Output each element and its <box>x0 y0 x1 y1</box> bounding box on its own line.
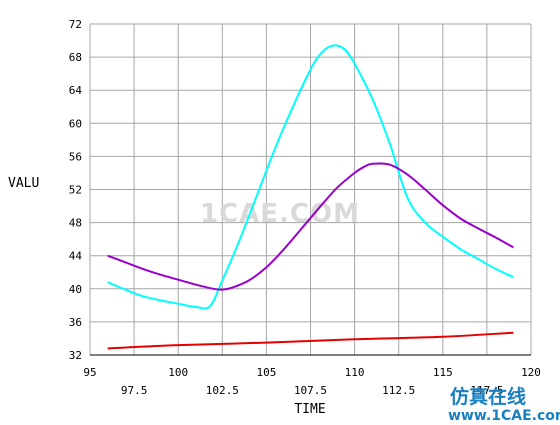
y-tick-labels: 32 36 40 44 48 52 56 60 64 68 72 <box>69 18 83 362</box>
y-tick-label-1: 36 <box>69 316 82 329</box>
x-axis-title: TIME <box>294 402 325 417</box>
x-tick-label-lower-2: 107.5 <box>294 384 327 397</box>
brand-chinese-text: 仿真在线 <box>450 385 526 408</box>
x-tick-label-upper-3: 110 <box>345 366 365 379</box>
x-tick-label-lower-4: 117.5 <box>470 384 503 397</box>
y-tick-label-6: 56 <box>69 150 82 163</box>
series-group <box>107 44 514 350</box>
y-tick-label-0: 32 <box>69 349 82 362</box>
x-tick-label-upper-0: 95 <box>83 366 96 379</box>
y-tick-label-7: 60 <box>69 117 82 130</box>
y-tick-label-10: 72 <box>69 18 82 31</box>
brand-url-text: www.1CAE.com <box>448 408 560 424</box>
series-line-1 <box>107 162 514 291</box>
x-tick-label-upper-2: 105 <box>256 366 276 379</box>
y-axis-title: VALU <box>8 176 39 191</box>
x-tick-label-upper-1: 100 <box>168 366 188 379</box>
series-line-2 <box>107 331 514 350</box>
x-tick-labels: 95 100 105 110 115 120 97.5 102.5 107.5 112.5 117.… <box>83 366 541 397</box>
y-tick-label-9: 68 <box>69 51 82 64</box>
x-tick-label-lower-1: 102.5 <box>206 384 239 397</box>
y-tick-label-2: 40 <box>69 283 82 296</box>
x-tick-label-upper-4: 115 <box>433 366 453 379</box>
grid-lines <box>89 23 532 356</box>
watermark-text: 1CAE.COM <box>200 199 360 229</box>
y-tick-label-8: 64 <box>69 84 83 97</box>
series-line-0 <box>107 44 514 310</box>
y-tick-label-5: 52 <box>69 184 82 197</box>
x-tick-label-upper-5: 120 <box>521 366 541 379</box>
x-tick-label-lower-3: 112.5 <box>382 384 415 397</box>
y-tick-label-3: 44 <box>69 250 83 263</box>
x-tick-label-lower-0: 97.5 <box>121 384 148 397</box>
y-tick-label-4: 48 <box>69 217 82 230</box>
